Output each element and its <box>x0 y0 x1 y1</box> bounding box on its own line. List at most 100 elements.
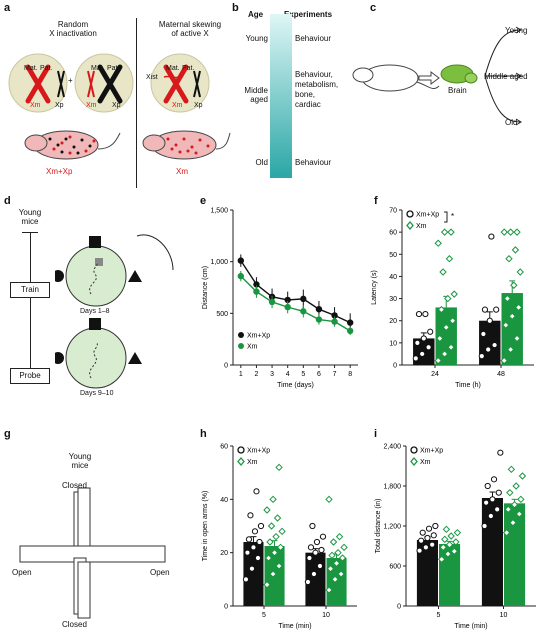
days-probe-label: Days 9–10 <box>80 390 114 397</box>
mouse-outline <box>352 64 440 92</box>
data-point <box>269 570 277 578</box>
cell2-xm-label: Xm <box>86 102 97 109</box>
x-tick-label: 8 <box>348 371 352 378</box>
data-point <box>300 295 307 303</box>
arena-probe <box>55 318 142 389</box>
cell3-mat-label: Mat. <box>166 65 180 72</box>
exp-middle: Behaviour, metabolism, bone, cardiac <box>295 70 339 109</box>
data-point <box>346 327 354 335</box>
data-point <box>427 328 434 335</box>
data-point <box>250 544 257 551</box>
y-tick-label: 1,800 <box>383 484 401 491</box>
data-point <box>319 533 327 540</box>
data-point <box>247 512 254 519</box>
data-point <box>500 228 508 236</box>
cell1-xm-label: Xm <box>30 102 41 109</box>
y-tick-label: 70 <box>389 208 397 215</box>
data-point <box>507 465 516 474</box>
x-tick-label: 7 <box>333 371 337 378</box>
x-axis-label: Time (min) <box>454 623 487 630</box>
panel-letter-f: f <box>374 195 378 207</box>
data-point <box>244 549 251 556</box>
panel-d-timeline <box>30 232 31 382</box>
x-tick-label: 5 <box>262 612 266 619</box>
arrow-young <box>484 29 521 77</box>
data-point <box>335 532 344 541</box>
maze-open-arms <box>19 545 166 563</box>
panel-a-illustration <box>8 53 231 160</box>
data-point <box>416 547 423 554</box>
data-point <box>445 540 454 549</box>
data-point <box>447 343 455 351</box>
data-point <box>278 527 286 536</box>
data-point <box>430 532 437 539</box>
data-point <box>450 547 458 556</box>
data-point <box>253 488 260 495</box>
data-point <box>424 534 431 542</box>
data-point <box>518 472 527 480</box>
data-point <box>263 506 271 514</box>
x-tick-label: 10 <box>322 612 330 619</box>
x-tick-label: 10 <box>500 612 508 619</box>
legend-marker-xm <box>237 457 245 466</box>
maze-closed-arm-bottom <box>73 557 91 619</box>
label-closed-top: Closed <box>62 481 87 490</box>
legend-marker-xmxp <box>238 332 244 338</box>
legend-label-xm: Xm <box>247 344 258 351</box>
data-point <box>272 532 280 541</box>
y-tick-label: 0 <box>393 363 397 370</box>
panel-letter-d: d <box>4 195 11 207</box>
legend-marker-xm <box>406 221 414 230</box>
data-point <box>412 355 419 362</box>
data-point <box>334 548 342 557</box>
data-point <box>478 353 485 360</box>
data-point <box>453 528 462 537</box>
data-point <box>331 312 338 319</box>
data-point <box>414 339 421 346</box>
elevated-plus-maze <box>19 487 166 619</box>
timeline-tick <box>22 232 38 233</box>
data-point <box>275 562 283 570</box>
x-tick-label: 1 <box>239 371 243 378</box>
data-point <box>511 246 520 254</box>
data-point <box>242 576 250 583</box>
data-point <box>269 495 277 504</box>
data-point <box>248 565 256 572</box>
data-point <box>437 305 446 314</box>
data-point <box>445 255 454 263</box>
data-point <box>491 341 498 349</box>
age-young: Young <box>245 34 268 43</box>
x-tick-label: 5 <box>437 612 441 619</box>
data-point <box>500 356 508 365</box>
data-point <box>490 476 498 483</box>
data-point <box>494 506 501 513</box>
legend-label-xm: Xm <box>420 459 431 466</box>
data-point <box>237 272 245 280</box>
data-point <box>256 538 263 546</box>
data-point <box>338 554 347 562</box>
cell2-pat-label: Pat. <box>107 65 120 72</box>
legend-marker-xm <box>410 457 418 466</box>
y-tick-label: 10 <box>389 340 397 347</box>
data-point <box>442 525 451 534</box>
panel-letter-h: h <box>200 428 207 440</box>
y-tick-label: 50 <box>389 252 397 259</box>
data-point <box>486 317 493 324</box>
y-axis-label: Time in open arms (%) <box>202 491 209 562</box>
data-point <box>504 505 512 514</box>
y-tick-label: 500 <box>216 311 228 318</box>
bar-xm <box>501 293 523 365</box>
legend-label-xm: Xm <box>247 459 258 466</box>
data-point <box>516 268 524 276</box>
data-point <box>440 350 449 358</box>
data-point <box>510 500 519 509</box>
outcome-old: Old <box>505 118 518 127</box>
data-point <box>502 321 510 329</box>
label-open-right: Open <box>150 568 170 577</box>
cell2-mat-label: Mat. <box>91 65 105 72</box>
chart-h: 0 20 40 60 Time in open arms (%) Time (min) 5 1… <box>202 444 357 630</box>
data-point <box>263 580 271 589</box>
age-old: Old <box>255 158 268 167</box>
cell1-mat-label: Mat. <box>24 65 38 72</box>
data-point <box>485 346 492 353</box>
